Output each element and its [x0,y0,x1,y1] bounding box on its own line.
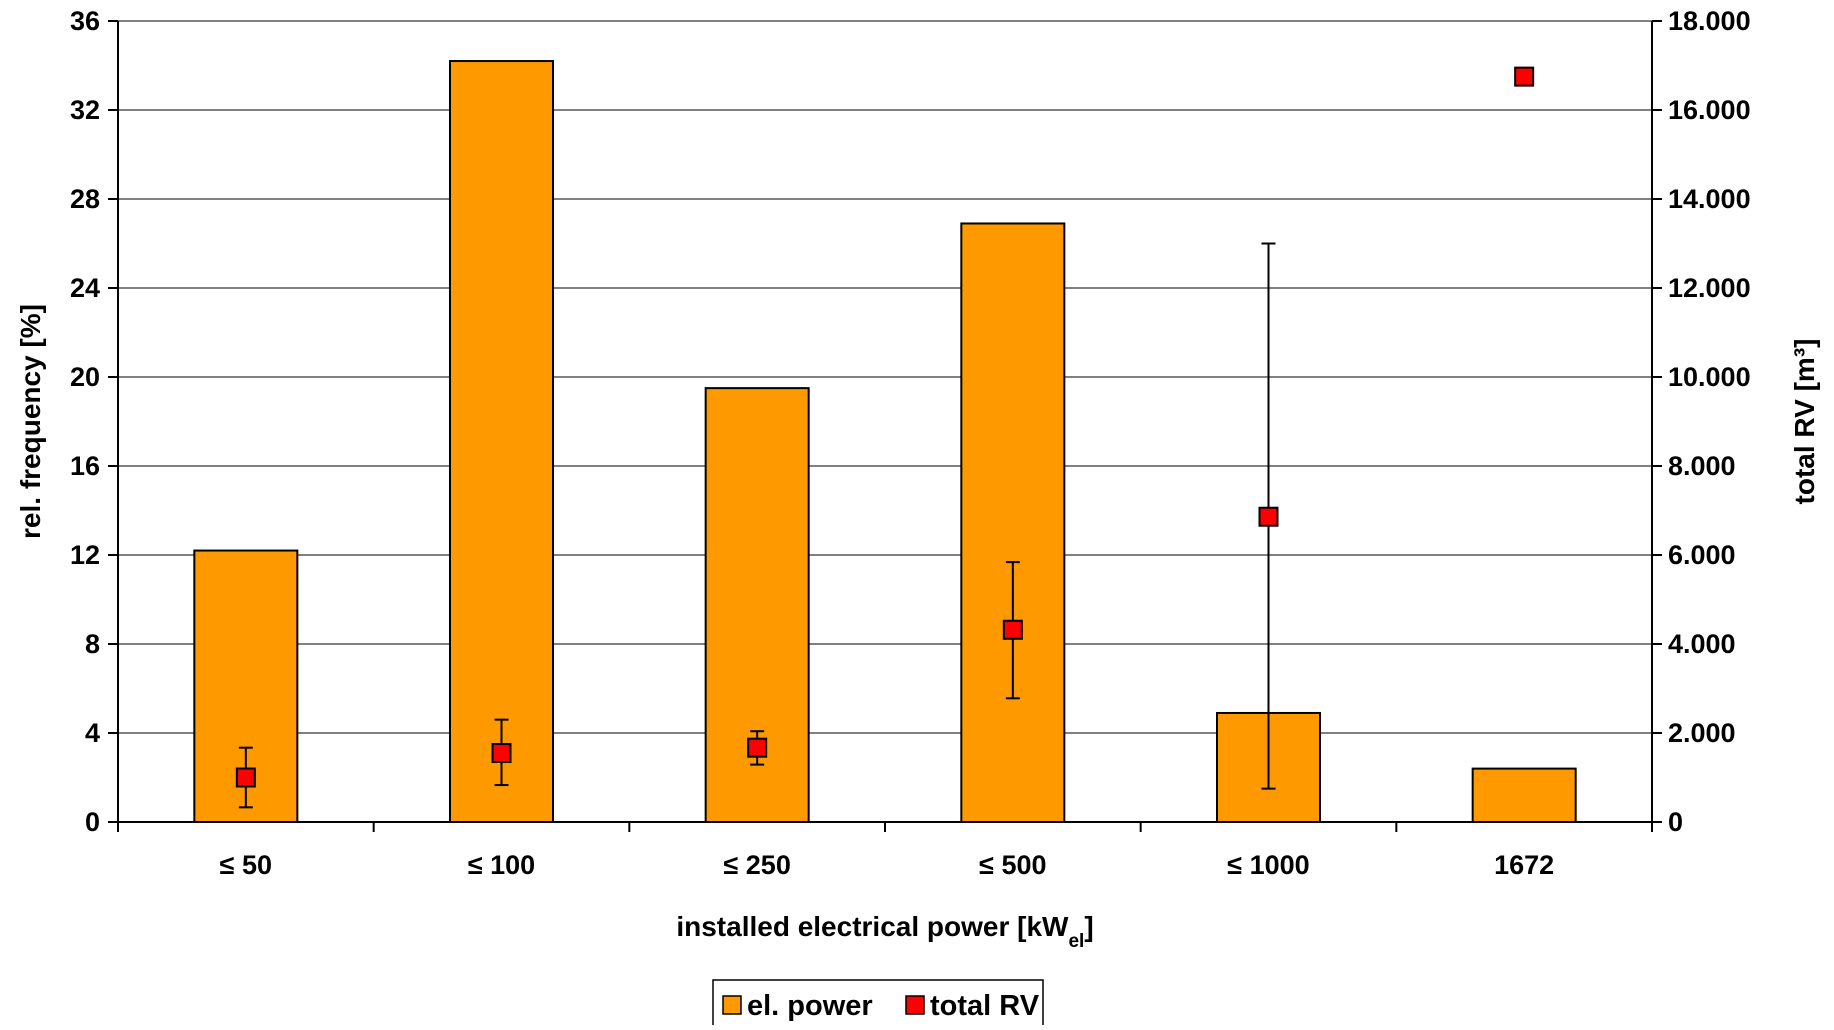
y2-tick-label: 14.000 [1668,184,1751,214]
bar-6 [1471,767,1577,823]
legend-box [712,979,1044,1030]
legend-swatch-el-power [722,995,742,1015]
point-4 [1002,619,1023,640]
y2-tick-label: 2.000 [1668,718,1736,748]
x-tick-label: ≤ 1000 [1227,850,1309,880]
point-3 [747,737,768,758]
legend-swatch-total-rv [905,995,925,1015]
x-axis-title-main: installed electrical power [kW [676,911,1069,942]
x-tick-label: ≤ 500 [979,850,1046,880]
y-tick-label: 16 [70,451,100,481]
x-axis-title: installed electrical power [kWel] [676,911,1093,952]
y-tick-label: 0 [85,807,100,837]
y-tick-label: 20 [70,362,100,392]
y2-tick-label: 0 [1668,807,1683,837]
y-tick-label: 36 [70,6,100,36]
point-2 [491,743,512,764]
y2-tick-label: 10.000 [1668,362,1751,392]
y2-axis-title: total RV [m³] [1789,339,1820,505]
y2-tick-label: 6.000 [1668,540,1736,570]
legend-label-total-rv: total RV [930,990,1040,1022]
y-tick-label: 8 [85,629,100,659]
x-axis-title-end: ] [1084,911,1093,942]
point-5 [1258,506,1279,527]
y-tick-label: 32 [70,95,100,125]
x-axis-title-sub: el [1068,931,1084,952]
y2-tick-label: 8.000 [1668,451,1736,481]
legend-label-el-power: el. power [747,990,873,1022]
bar-4 [960,222,1066,824]
y-axis-title: rel. frequency [%] [15,304,46,539]
y-tick-label: 4 [85,718,100,748]
bar-2 [449,60,554,824]
y-tick-label: 28 [70,184,100,214]
point-6 [1514,66,1535,87]
y-tick-label: 24 [70,273,100,303]
y-tick-label: 12 [70,540,100,570]
x-tick-label: 1672 [1494,850,1554,880]
x-tick-label: ≤ 100 [468,850,535,880]
x-tick-label: ≤ 50 [220,850,272,880]
point-1 [235,767,256,788]
y2-tick-label: 18.000 [1668,6,1751,36]
y2-tick-label: 16.000 [1668,95,1751,125]
y2-tick-label: 12.000 [1668,273,1751,303]
y2-tick-label: 4.000 [1668,629,1736,659]
x-tick-label: ≤ 250 [723,850,790,880]
